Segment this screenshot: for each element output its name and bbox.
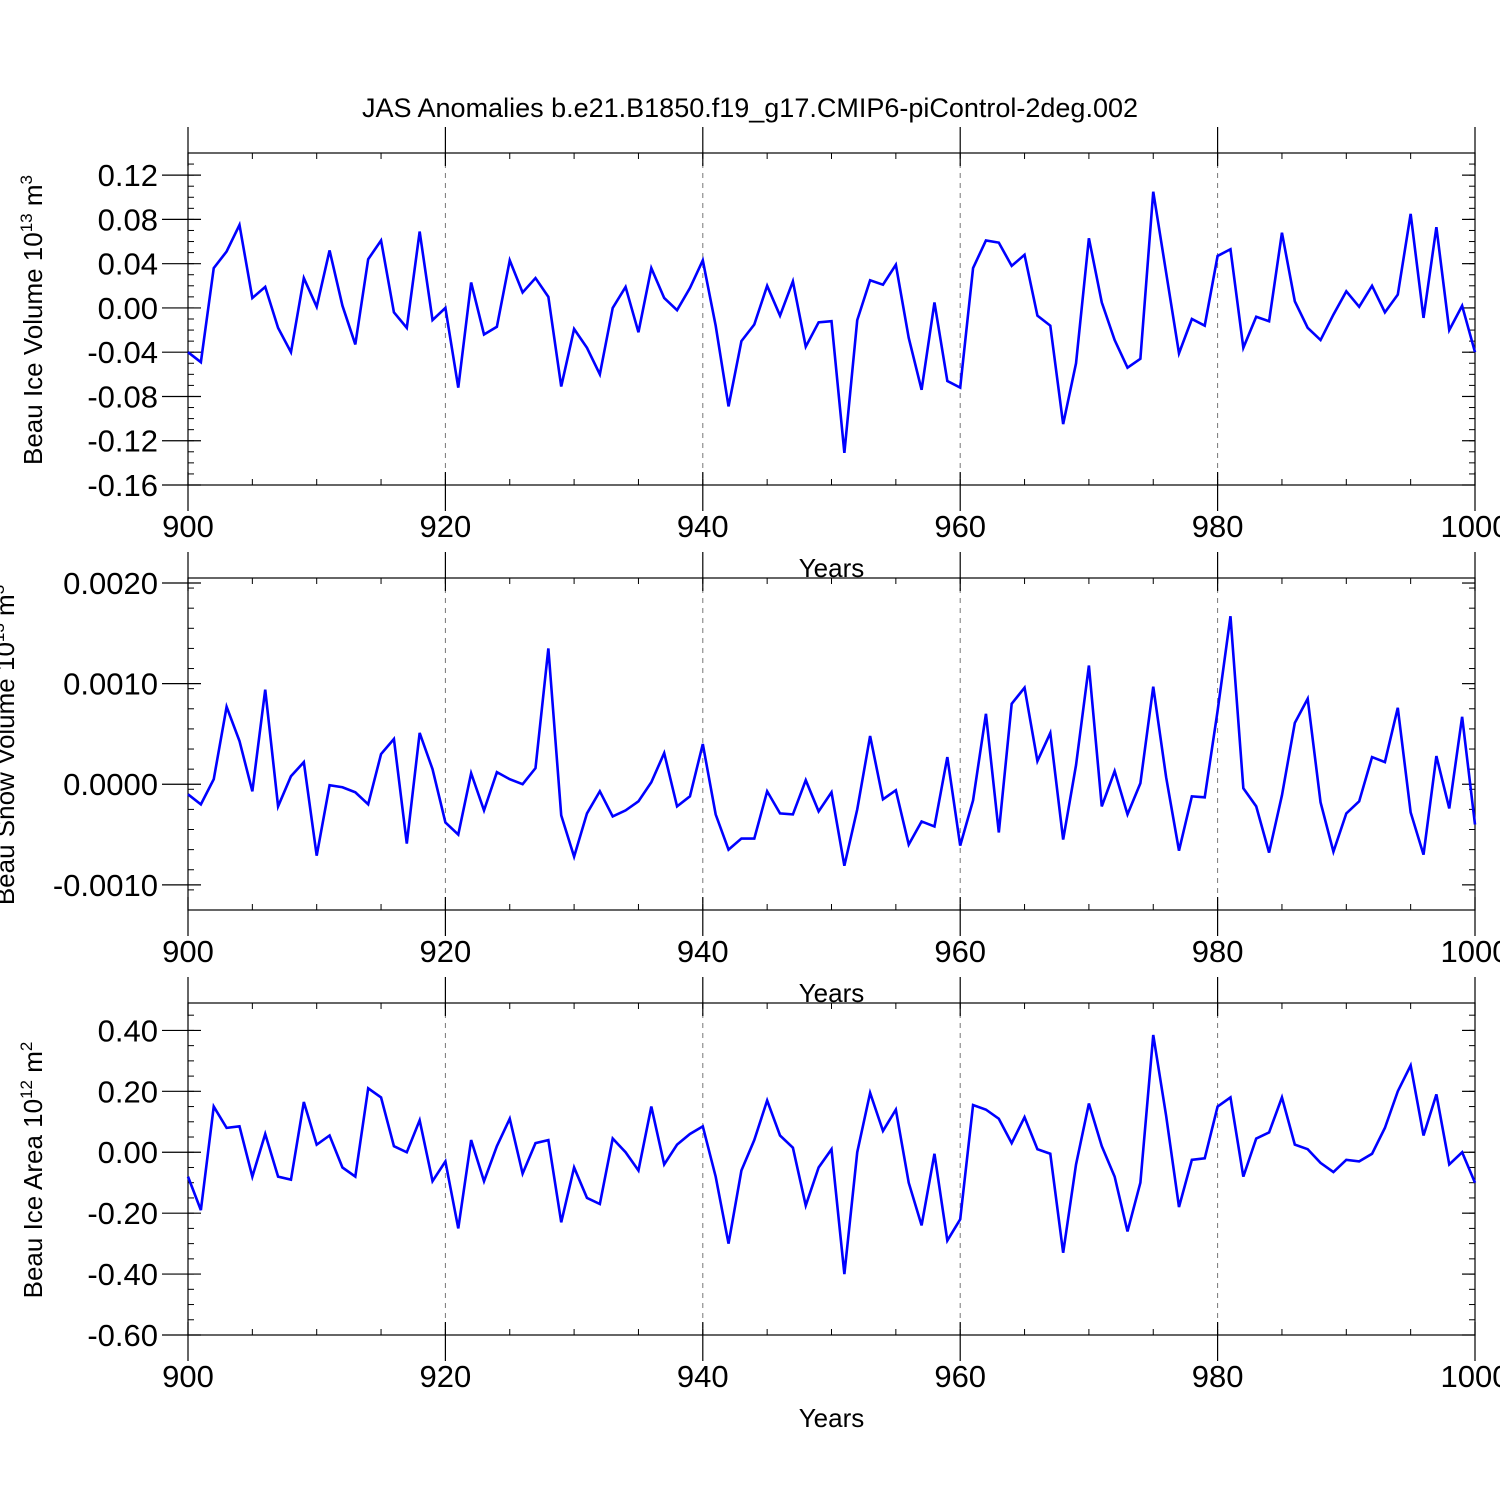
y-axis-label: Beau Ice Area 1012 m2 [17,1042,48,1299]
x-axis-label: Years [799,1403,865,1433]
chart-panel-3: -0.60 -0.40 -0.20 0.00 0.20 0.40 900 920 940 960 9… [17,977,1500,1433]
y-tick-label: 0.0000 [63,767,158,802]
y-tick-label: 0.0020 [63,566,158,601]
x-tick-label: 960 [934,934,986,969]
y-tick-label: 0.12 [98,158,158,193]
y-axis-label-unit-exponent: 2 [17,1042,36,1051]
y-tick-label: 0.0010 [63,667,158,702]
y-axis-label-exponent: 13 [0,623,8,642]
y-tick-label: 0.40 [98,1013,158,1048]
y-tick-label: -0.20 [87,1196,158,1231]
y-axis-label-unit: m [18,184,48,213]
y-axis-label-text: Beau Ice Area 10 [18,1099,48,1298]
x-tick-label: 920 [420,509,472,544]
y-axis-label: Beau Snow Volume 1013 m3 [0,585,20,905]
x-tick-label: 960 [934,509,986,544]
y-axis-label: Beau Ice Volume 1013 m3 [17,175,48,465]
x-tick-label: 900 [162,1359,214,1394]
y-tick-label: -0.08 [87,379,158,414]
x-tick-label: 940 [677,509,729,544]
x-tick-label: 920 [420,934,472,969]
x-tick-label: 1000 [1441,934,1500,969]
x-tick-label: 940 [677,934,729,969]
x-tick-label: 920 [420,1359,472,1394]
chart-panel-1: -0.16 -0.12 -0.08 -0.04 0.00 0.04 0.08 0.12 900 9… [17,127,1500,583]
panels: -0.16 -0.12 -0.08 -0.04 0.00 0.04 0.08 0.12 900 9… [0,127,1500,1433]
y-axis-label-text: Beau Snow Volume 10 [0,642,20,905]
chart-panel-2: -0.0010 0.0000 0.0010 0.0020 900 920 940 960 980… [0,552,1500,1008]
y-tick-label: -0.12 [87,424,158,459]
x-tick-label: 1000 [1441,1359,1500,1394]
y-tick-label: -0.16 [87,468,158,503]
x-tick-label: 980 [1192,509,1244,544]
y-axis-label-unit-exponent: 3 [17,175,36,184]
series-line-1 [187,616,1477,867]
y-axis-label-unit: m [0,594,20,623]
x-tick-label: 900 [162,509,214,544]
y-tick-label: 0.00 [98,1135,158,1170]
y-tick-label: 0.08 [98,202,158,237]
series-line-1 [187,191,1477,454]
x-tick-label: 1000 [1441,509,1500,544]
x-tick-label: 960 [934,1359,986,1394]
y-axis-label-unit-exponent: 3 [0,585,8,594]
y-tick-label: -0.0010 [53,868,158,903]
y-tick-label: -0.40 [87,1257,158,1292]
y-tick-label: 0.20 [98,1074,158,1109]
series-line-1 [186,1034,1477,1275]
y-tick-label: 0.00 [98,291,158,326]
y-tick-label: 0.04 [98,247,158,282]
y-axis-label-exponent: 12 [17,1080,36,1099]
y-axis-label-text: Beau Ice Volume 10 [18,232,48,465]
y-axis-label-exponent: 13 [17,213,36,232]
y-axis-label-unit: m [18,1051,48,1080]
x-tick-label: 980 [1192,934,1244,969]
x-tick-label: 900 [162,934,214,969]
main-title: JAS Anomalies b.e21.B1850.f19_g17.CMIP6-… [362,93,1138,123]
y-tick-label: -0.60 [87,1318,158,1353]
x-tick-label: 940 [677,1359,729,1394]
y-tick-label: -0.04 [87,335,158,370]
x-tick-label: 980 [1192,1359,1244,1394]
